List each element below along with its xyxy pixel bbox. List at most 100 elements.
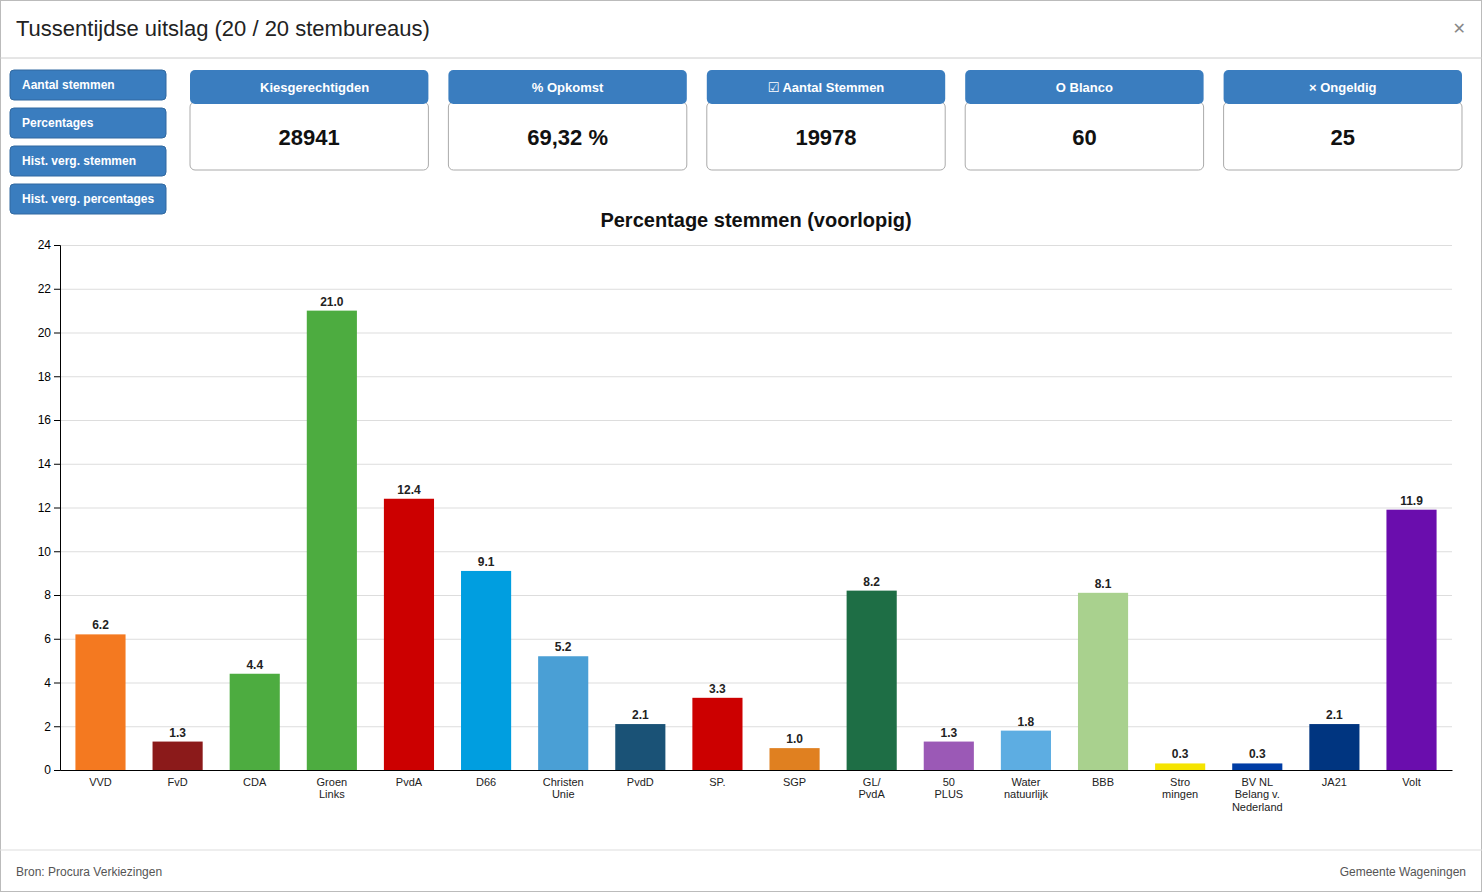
card-value: 28941 — [279, 125, 340, 150]
x-tick: PvdD — [627, 776, 654, 788]
x-tick: BV NLBelang v.Nederland — [1232, 776, 1283, 813]
x-tick-label-line: PvdA — [396, 776, 423, 788]
grid-tick — [60, 508, 1452, 509]
x-tick-label-line: BV NL — [1241, 776, 1273, 788]
x-tick-label-line: natuurlijk — [1004, 788, 1049, 800]
y-tick-mark — [54, 420, 60, 421]
x-tick-label: SGP — [783, 776, 806, 788]
x-tick: JA21 — [1322, 776, 1347, 788]
button-background[interactable] — [10, 108, 166, 138]
y-tick: 4 — [44, 676, 60, 690]
footer-left: Bron: Procura Verkiezingen — [16, 865, 162, 879]
grid-line — [60, 770, 1452, 771]
x-tick-label-line: D66 — [476, 776, 496, 788]
info-card: Kiesgerechtigden28941 — [190, 70, 428, 170]
x-tick-label-line: CDA — [243, 776, 267, 788]
bar — [1309, 724, 1359, 770]
header-separator — [0, 58, 1482, 59]
bar — [1232, 763, 1282, 770]
button[interactable]: Percentages — [10, 108, 166, 138]
button-background[interactable] — [10, 70, 166, 100]
button-label[interactable]: Hist. verg. stemmen — [22, 154, 136, 168]
y-tick-label: 10 — [38, 545, 52, 559]
x-tick-label: VVD — [89, 776, 112, 788]
x-tick-label-line: Belang v. — [1235, 788, 1280, 800]
x-tick-label: JA21 — [1322, 776, 1347, 788]
x-tick-label: CDA — [243, 776, 267, 788]
button-label[interactable]: Hist. verg. percentages — [22, 192, 154, 206]
button[interactable]: Aantal stemmen — [10, 70, 166, 100]
data-label: 1.3 — [940, 726, 957, 740]
data-label: 8.1 — [1095, 577, 1112, 591]
data-label: 1.0 — [786, 732, 803, 746]
x-tick-label: ChristenUnie — [543, 776, 584, 801]
grid-line — [60, 595, 1452, 596]
x-axis-line — [61, 770, 1453, 771]
info-card: O Blanco60 — [965, 70, 1203, 170]
x-tick: Waternatuurlijk — [1004, 776, 1049, 801]
grid-line — [60, 420, 1452, 421]
y-tick-label: 24 — [38, 238, 52, 252]
x-tick-label-line: Christen — [543, 776, 584, 788]
x-tick: GL/PvdA — [859, 776, 886, 801]
bar — [1155, 763, 1205, 770]
x-tick-label-line: FvD — [168, 776, 188, 788]
x-tick-label-line: SP. — [709, 776, 725, 788]
button-background[interactable] — [10, 146, 166, 176]
y-tick: 12 — [38, 501, 60, 515]
card-header — [1224, 70, 1462, 104]
x-tick-label: D66 — [476, 776, 496, 788]
grid-tick — [60, 333, 1452, 334]
card-label: × Ongeldig — [1309, 80, 1377, 95]
x-tick-label: SP. — [709, 776, 725, 788]
button-label[interactable]: Percentages — [22, 116, 94, 130]
y-tick-mark — [54, 726, 60, 727]
y-tick-label: 12 — [38, 501, 52, 515]
button[interactable]: Hist. verg. stemmen — [10, 146, 166, 176]
card-label: % Opkomst — [532, 80, 604, 95]
y-tick: 0 — [44, 763, 60, 777]
grid-tick — [60, 595, 1452, 596]
grid — [60, 246, 1452, 771]
data-label: 2.1 — [632, 708, 649, 722]
data-label: 5.2 — [555, 640, 572, 654]
x-tick: GroenLinks — [317, 776, 348, 801]
bar — [847, 591, 897, 770]
data-label: 9.1 — [478, 555, 495, 569]
x-tick-label-line: VVD — [89, 776, 112, 788]
page-border — [1, 1, 1482, 892]
button-label[interactable]: Aantal stemmen — [22, 78, 115, 92]
y-tick: 16 — [38, 413, 60, 427]
x-tick: FvD — [168, 776, 188, 788]
x-tick-label: PvdA — [396, 776, 423, 788]
x-tick-label-line: Links — [319, 788, 345, 800]
x-tick-label-line: SGP — [783, 776, 806, 788]
bar — [538, 656, 588, 770]
x-tick-label-line: PvdA — [859, 788, 886, 800]
info-card: % Opkomst69,32 % — [448, 70, 686, 170]
grid-tick — [60, 639, 1452, 640]
data-label: 1.8 — [1018, 715, 1035, 729]
x-tick-label-line: PvdD — [627, 776, 654, 788]
grid-tick — [60, 245, 1452, 246]
bar — [615, 724, 665, 770]
y-tick-mark — [54, 639, 60, 640]
chart-title: Percentage stemmen (voorlopig) — [600, 209, 911, 231]
data-label: 8.2 — [863, 575, 880, 589]
button[interactable]: Hist. verg. percentages — [10, 184, 166, 214]
y-tick: 10 — [38, 545, 60, 559]
footer-right: Gemeente Wageningen — [1340, 865, 1466, 879]
card-header — [448, 70, 686, 104]
y-tick: 8 — [44, 588, 60, 602]
x-tick-label: Waternatuurlijk — [1004, 776, 1049, 801]
x-tick-label: PvdD — [627, 776, 654, 788]
y-tick-label: 2 — [44, 720, 51, 734]
grid-line — [60, 245, 1452, 246]
card-value: 60 — [1072, 125, 1096, 150]
close-button[interactable]: ✕ — [1453, 20, 1466, 37]
y-tick: 2 — [44, 720, 60, 734]
data-label: 11.9 — [1400, 494, 1423, 508]
button-background[interactable] — [10, 184, 166, 214]
y-tick: 18 — [38, 370, 60, 384]
data-label: 4.4 — [246, 658, 263, 672]
